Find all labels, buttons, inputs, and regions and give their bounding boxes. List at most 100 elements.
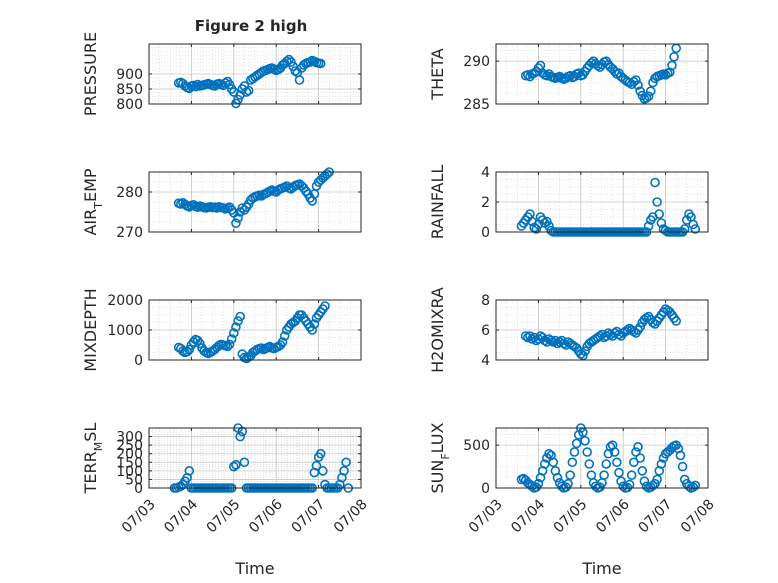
data-point	[522, 332, 533, 343]
data-point	[220, 78, 231, 88]
y-tick-label: 280	[116, 185, 143, 201]
data-point	[229, 461, 239, 472]
data-point	[222, 341, 233, 352]
data-point	[635, 322, 645, 332]
y-axis-label: SUNFLUX	[428, 422, 452, 493]
data-point	[311, 460, 322, 471]
data-point	[635, 453, 645, 463]
data-point	[616, 476, 626, 486]
axes-box	[495, 299, 709, 361]
x-tick-label: 07/06	[593, 496, 633, 536]
data-point	[628, 457, 639, 468]
data-point	[320, 301, 330, 311]
data-point	[667, 60, 677, 71]
data-point	[571, 438, 582, 449]
data-point	[294, 75, 305, 85]
data-point	[309, 319, 320, 329]
data-point	[648, 317, 658, 328]
data-point	[318, 466, 328, 476]
subplot-6: 4 6 8 H2OMIXRA	[428, 287, 709, 373]
data-point	[595, 331, 605, 341]
data-point	[279, 331, 290, 341]
data-point	[584, 459, 595, 469]
data-point	[652, 197, 662, 207]
data-point	[567, 457, 578, 468]
y-tick-label: 2	[481, 195, 490, 211]
data-point	[315, 58, 326, 69]
data-point	[601, 459, 612, 469]
data-point	[671, 316, 682, 326]
y-tick-label: 150	[116, 455, 143, 471]
x-tick-label: 07/05	[551, 496, 591, 536]
subplot-3: 270 280 AIRTEMP	[81, 167, 362, 241]
y-axis-label: MIXDEPTH	[81, 288, 100, 371]
data-point	[582, 447, 592, 457]
data-point	[542, 216, 552, 227]
data-point	[552, 472, 563, 483]
data-point	[688, 219, 698, 230]
data-point	[656, 459, 667, 469]
data-point	[531, 224, 542, 234]
data-point	[569, 447, 580, 457]
data-point	[229, 328, 239, 338]
x-tick-label: 07/05	[204, 496, 244, 536]
y-tick-label: 0	[134, 481, 143, 497]
x-tick-label: 07/04	[508, 496, 548, 536]
data-point	[628, 326, 639, 337]
y-tick-label: 250	[116, 438, 143, 454]
data-point	[235, 431, 245, 442]
data-point	[656, 218, 667, 228]
y-axis-label: THETA	[428, 48, 447, 100]
data-point	[522, 70, 533, 80]
data-point	[609, 447, 620, 457]
data-point	[565, 470, 576, 480]
data-point	[281, 56, 292, 67]
subplot-2: 285 290 THETA	[428, 43, 709, 113]
data-point	[315, 448, 326, 459]
data-point	[641, 93, 652, 103]
y-axis-label: TERRMSL	[81, 423, 105, 495]
y-axis-label: H2OMIXRA	[428, 287, 447, 373]
data-point	[641, 313, 652, 323]
y-tick-label: 4	[481, 353, 490, 369]
y-tick-label: 500	[463, 438, 490, 454]
data-point	[633, 442, 643, 452]
data-point	[339, 466, 349, 476]
data-point	[675, 450, 686, 461]
data-point	[573, 68, 584, 78]
data-point	[231, 218, 241, 228]
data-point	[239, 457, 250, 468]
x-tick-label: 07/06	[246, 496, 286, 536]
data-point	[226, 334, 237, 344]
x-axis-label: Time	[581, 559, 621, 578]
y-tick-label: 200	[116, 447, 143, 463]
data-point	[233, 316, 243, 326]
data-point	[654, 209, 665, 219]
data-point	[231, 460, 241, 470]
data-point	[679, 224, 690, 234]
x-tick-label: 07/04	[161, 496, 201, 536]
axes-box	[148, 427, 362, 489]
y-tick-label: 2000	[107, 293, 143, 309]
y-tick-label: 800	[116, 97, 143, 113]
data-point	[243, 85, 254, 96]
y-tick-label: 50	[125, 472, 143, 488]
data-point	[641, 481, 652, 492]
data-point	[637, 466, 648, 476]
data-point	[614, 467, 624, 478]
data-point	[241, 87, 252, 97]
y-tick-label: 285	[463, 97, 490, 113]
data-point	[645, 86, 656, 96]
data-point	[622, 325, 633, 335]
data-point	[195, 338, 205, 349]
data-point	[626, 470, 637, 480]
figure-title: Figure 2 high	[195, 17, 308, 35]
data-point	[548, 457, 559, 468]
data-point	[580, 346, 590, 356]
data-point	[277, 337, 288, 347]
y-axis-label: RAINFALL	[428, 165, 447, 240]
x-axis-label: Time	[234, 559, 274, 578]
data-point	[618, 481, 629, 492]
